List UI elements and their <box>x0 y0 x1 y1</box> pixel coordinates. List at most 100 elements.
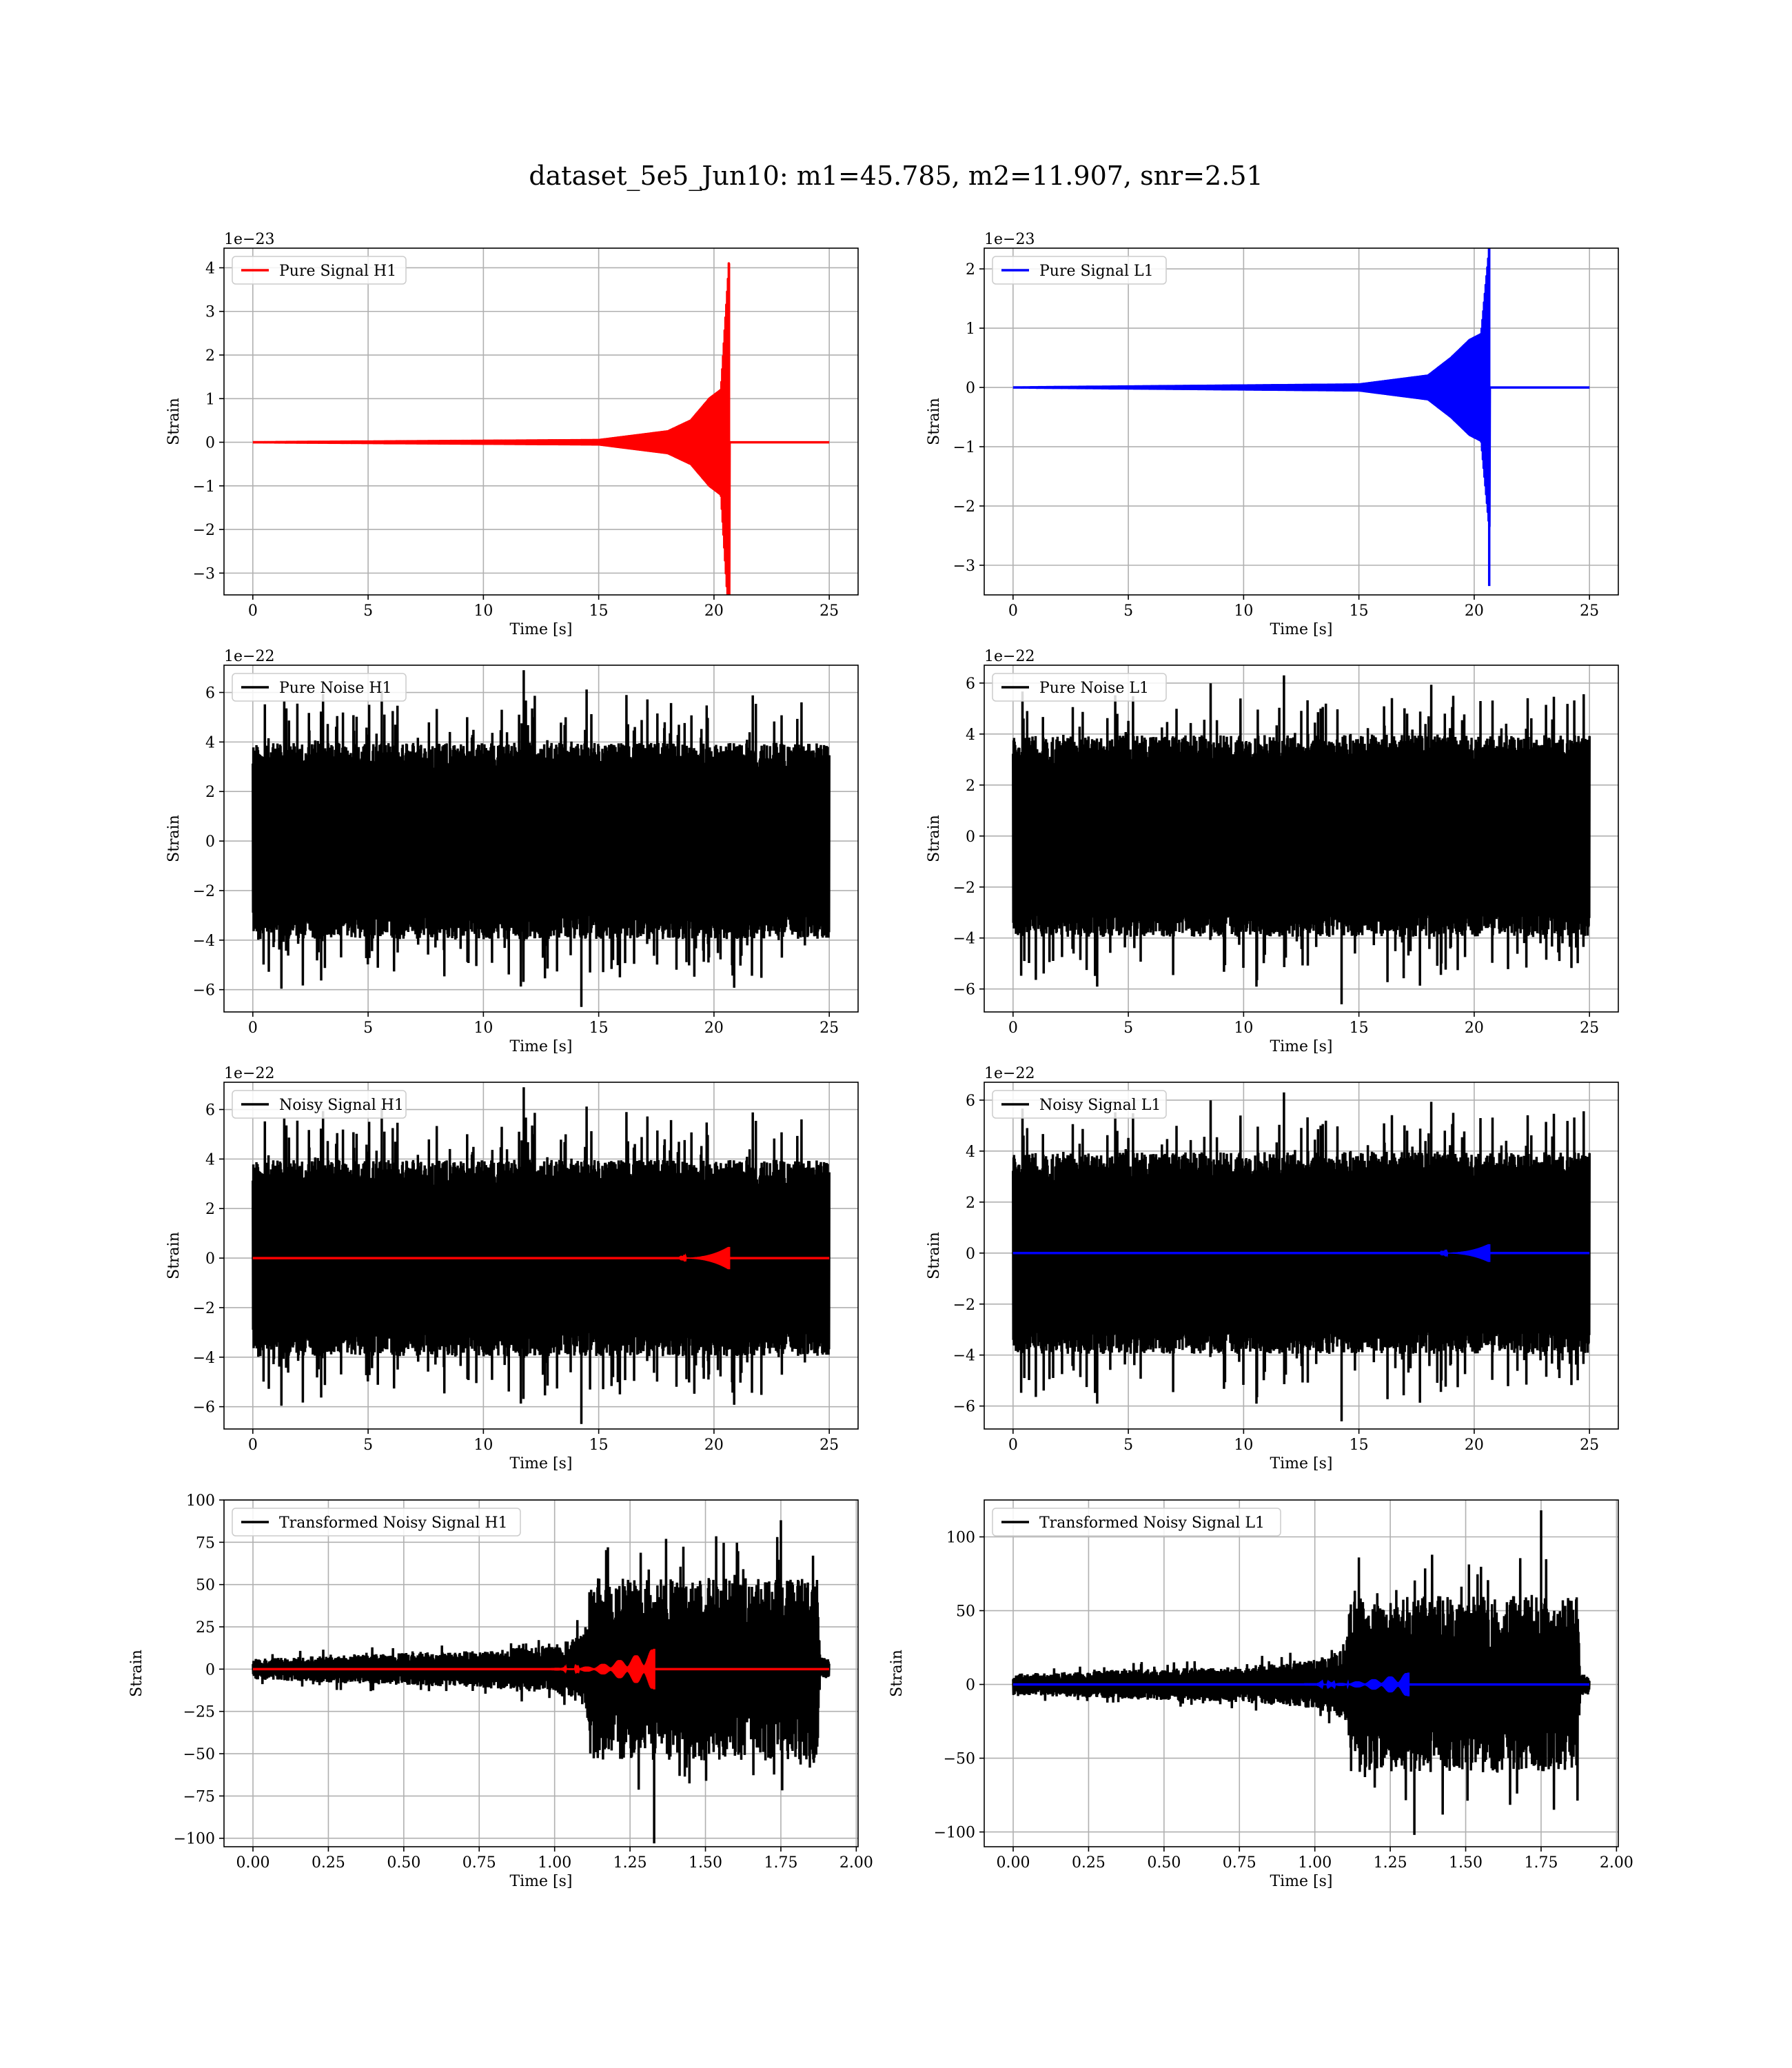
y-offset-label: 1e−22 <box>984 1065 1035 1082</box>
series-line <box>252 670 831 1007</box>
y-tick-label: −4 <box>193 1350 215 1367</box>
series-group <box>1012 1092 1591 1421</box>
y-tick-label: 2 <box>966 261 975 278</box>
y-tick-label: 0 <box>205 435 215 452</box>
legend-label: Pure Signal H1 <box>279 263 396 280</box>
y-tick-label: −4 <box>953 931 975 948</box>
x-axis-label: Time [s] <box>1270 1455 1332 1472</box>
legend: Noisy Signal H1 <box>232 1090 407 1119</box>
y-tick-label: −3 <box>193 565 215 582</box>
signal-overlay-line <box>253 1648 829 1690</box>
y-tick-label: 0 <box>205 1661 215 1679</box>
legend-box <box>992 1090 1167 1119</box>
x-tick-label: 0.50 <box>1147 1854 1181 1872</box>
x-tick-label: 5 <box>1123 1020 1133 1037</box>
legend-label: Pure Noise H1 <box>279 680 392 697</box>
chart-panel-1: 0 5 10 15 20 25 −3 −2 −1 0 1 2 3 4 Time [s] Strain 1e−23… <box>165 231 859 638</box>
x-tick-label: 2.00 <box>839 1854 873 1872</box>
y-tick-label: 25 <box>196 1619 215 1636</box>
x-tick-label: 15 <box>589 602 609 620</box>
x-tick-label: 20 <box>1465 602 1484 620</box>
x-tick-label: 10 <box>474 1437 493 1454</box>
legend: Transformed Noisy Signal H1 <box>232 1508 521 1537</box>
x-tick-label: 5 <box>363 602 373 620</box>
y-tick-label: 100 <box>186 1492 215 1510</box>
x-tick-label: 1.00 <box>538 1854 571 1872</box>
axes-frame <box>223 1499 859 1847</box>
y-tick-label: −6 <box>193 982 215 1000</box>
y-tick-label: 4 <box>966 1144 975 1161</box>
x-tick-label: 25 <box>1580 602 1599 620</box>
signal-overlay-line <box>252 1246 830 1270</box>
y-tick-label: 0 <box>205 833 215 851</box>
y-tick-label: 4 <box>966 727 975 744</box>
y-tick-label: 0 <box>966 1246 975 1263</box>
signal-overlay-line <box>1013 1672 1589 1696</box>
y-tick-label: −25 <box>183 1704 215 1721</box>
x-tick-label: 1.50 <box>1449 1854 1483 1872</box>
x-axis-label: Time [s] <box>509 621 572 638</box>
chart-panel-4: 0 5 10 15 20 25 −6 −4 −2 0 2 4 6 Time [s] Strain 1e−22P… <box>926 648 1619 1055</box>
x-tick-label: 25 <box>819 1437 839 1454</box>
y-tick-label: 6 <box>205 1102 215 1119</box>
y-axis-label: Strain <box>926 1232 943 1279</box>
y-tick-label: 50 <box>196 1577 215 1594</box>
y-tick-label: 1 <box>966 321 975 338</box>
y-axis-label: Strain <box>926 398 943 445</box>
chart-panel-3: 0 5 10 15 20 25 −6 −4 −2 0 2 4 6 Time [s] Strain 1e−22 P… <box>165 648 859 1055</box>
ticks: 0 5 10 15 20 25 −3 −2 −1 0 1 2 3 4 <box>193 260 839 620</box>
legend-label: Transformed Noisy Signal L1 <box>1039 1514 1265 1532</box>
series-line <box>252 262 831 595</box>
legend-box <box>232 1508 521 1537</box>
ticks: 0 5 10 15 20 25 −6 −4 −2 0 2 4 6 <box>193 1102 839 1454</box>
x-tick-label: 2.00 <box>1600 1854 1633 1872</box>
y-tick-label: −1 <box>193 478 215 496</box>
x-tick-label: 10 <box>1234 1437 1253 1454</box>
legend-label: Noisy Signal L1 <box>1039 1097 1161 1114</box>
ticks: 0 5 10 15 20 25 −6 −4 −2 0 2 4 6 <box>193 685 839 1037</box>
plot-area <box>984 248 1618 595</box>
y-tick-label: 3 <box>205 304 215 321</box>
x-axis-label: Time [s] <box>1270 1038 1332 1055</box>
y-tick-label: 6 <box>966 1093 975 1110</box>
axes-frame <box>223 1082 859 1430</box>
y-tick-label: 0 <box>966 1677 975 1694</box>
legend-label: Pure Noise L1 <box>1039 680 1149 697</box>
legend-label: Transformed Noisy Signal H1 <box>279 1514 508 1532</box>
y-tick-label: −1 <box>953 439 975 456</box>
x-tick-label: 0 <box>248 602 258 620</box>
y-tick-label: 6 <box>205 685 215 702</box>
x-tick-label: 0.25 <box>312 1854 345 1872</box>
x-tick-label: 5 <box>363 1437 373 1454</box>
x-tick-label: 0.00 <box>236 1854 270 1872</box>
series-group <box>252 1087 831 1424</box>
plot-area <box>224 248 858 595</box>
figure-title: dataset_5e5_Jun10: m1=45.785, m2=11.907,… <box>529 161 1263 192</box>
chart-panel-5: 0 5 10 15 20 25 −6 −4 −2 0 2 4 6 Time [s] Strain 1e−22 N… <box>165 1065 859 1472</box>
legend-label: Noisy Signal H1 <box>279 1097 404 1114</box>
axes-frame <box>223 665 859 1013</box>
y-tick-label: −3 <box>953 558 975 575</box>
y-tick-label: −100 <box>934 1825 975 1842</box>
series-group <box>252 670 831 1007</box>
x-tick-label: 0.00 <box>997 1854 1030 1872</box>
y-offset-label: 1e−23 <box>984 231 1035 248</box>
series-line <box>252 1087 831 1424</box>
axes-frame <box>984 665 1619 1013</box>
x-tick-label: 20 <box>704 1020 724 1037</box>
x-tick-label: 15 <box>589 1020 609 1037</box>
x-axis-label: Time [s] <box>509 1873 572 1890</box>
x-tick-label: 20 <box>1465 1020 1484 1037</box>
y-tick-label: 75 <box>196 1534 215 1552</box>
legend-box <box>232 673 407 702</box>
ticks: 0.00 0.25 0.50 0.75 1.00 1.25 1.50 1.75 2.00 −100… <box>174 1492 873 1872</box>
x-tick-label: 15 <box>589 1437 609 1454</box>
y-tick-label: 0 <box>966 380 975 397</box>
y-axis-label: Strain <box>165 1232 183 1279</box>
x-tick-label: 25 <box>1580 1020 1599 1037</box>
y-tick-label: −50 <box>183 1746 215 1763</box>
ticks: 0 5 10 15 20 25 −3 −2 −1 0 1 2 <box>953 261 1600 620</box>
x-tick-label: 1.50 <box>689 1854 722 1872</box>
y-tick-label: −2 <box>953 1297 975 1314</box>
x-tick-label: 0 <box>1008 1020 1018 1037</box>
